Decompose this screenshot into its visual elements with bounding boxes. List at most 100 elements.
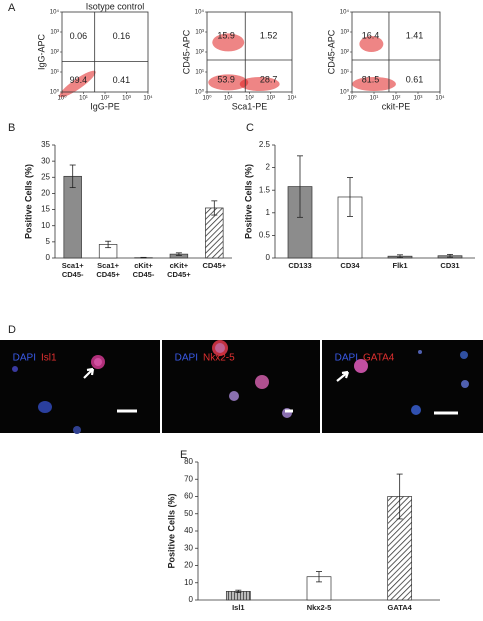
x-tick-label: 10¹ xyxy=(370,96,379,102)
y-tick-label: 10⁰ xyxy=(195,89,205,96)
y-tick-label: 0 xyxy=(266,253,271,262)
y-tick-label: 0.5 xyxy=(259,231,271,240)
y-tick-label: 10² xyxy=(195,50,204,56)
panel-letter: C xyxy=(246,122,254,134)
quadrant-percent: 53.9 xyxy=(217,74,235,84)
cell xyxy=(73,426,81,434)
x-tick-label: 10⁴ xyxy=(143,95,153,102)
y-tick-label: 15 xyxy=(41,205,50,214)
x-tick-label: CD34 xyxy=(340,261,360,270)
y-tick-label: 25 xyxy=(41,172,50,181)
y-tick-label: 60 xyxy=(184,492,193,501)
y-tick-label: 35 xyxy=(41,140,50,149)
x-tick-label: 10⁰ xyxy=(202,95,212,102)
x-tick-label: 10⁴ xyxy=(287,95,297,102)
quadrant-percent: 1.52 xyxy=(260,30,278,40)
cell xyxy=(94,358,102,366)
x-axis-label: ckit-PE xyxy=(382,101,411,111)
panel-letter: B xyxy=(8,122,15,134)
y-tick-label: 10⁰ xyxy=(50,89,60,96)
panel-letter: A xyxy=(8,2,16,14)
y-tick-label: 30 xyxy=(41,156,50,165)
y-tick-label: 20 xyxy=(41,189,50,198)
x-tick-label: 10⁰ xyxy=(57,95,67,102)
x-tick-label: Sca1+CD45+ xyxy=(96,261,120,279)
x-tick-label: cKit+CD45- xyxy=(133,261,155,279)
y-axis-label: Positive Cells (%) xyxy=(23,164,33,239)
marker-label: GATA4 xyxy=(363,353,395,364)
x-tick-label: 10⁴ xyxy=(435,95,445,102)
y-tick-label: 10³ xyxy=(340,30,349,36)
y-axis-label: IgG-APC xyxy=(36,33,46,70)
y-tick-label: 10³ xyxy=(195,30,204,36)
x-tick-label: Sca1+CD45- xyxy=(62,261,85,279)
panel-letter: D xyxy=(8,324,16,336)
y-tick-label: 10¹ xyxy=(340,70,349,76)
quadrant-percent: 0.41 xyxy=(113,75,131,85)
y-tick-label: 10 xyxy=(41,221,50,230)
cell xyxy=(255,375,269,389)
x-tick-label: 10³ xyxy=(122,96,131,102)
x-tick-label: 10¹ xyxy=(224,96,233,102)
x-tick-label: 10¹ xyxy=(79,96,88,102)
x-tick-label: 10³ xyxy=(414,96,423,102)
y-tick-label: 10² xyxy=(50,50,59,56)
y-tick-label: 0 xyxy=(46,253,51,262)
y-tick-label: 2 xyxy=(266,163,271,172)
y-tick-label: 10² xyxy=(340,50,349,56)
x-tick-label: 10² xyxy=(245,96,254,102)
x-tick-label: 10⁰ xyxy=(347,95,357,102)
y-tick-label: 10 xyxy=(184,578,193,587)
y-tick-label: 40 xyxy=(184,526,193,535)
y-tick-label: 1 xyxy=(266,208,271,217)
y-tick-label: 10¹ xyxy=(50,70,59,76)
x-tick-label: Isl1 xyxy=(232,603,245,612)
cell xyxy=(418,350,422,354)
y-tick-label: 80 xyxy=(184,457,193,466)
cell xyxy=(38,401,52,413)
x-tick-label: 10³ xyxy=(266,96,275,102)
y-tick-label: 10¹ xyxy=(195,70,204,76)
y-axis-label: Positive Cells (%) xyxy=(166,493,176,568)
x-tick-label: Nkx2-5 xyxy=(307,603,332,612)
cell xyxy=(461,380,469,388)
quadrant-percent: 28.7 xyxy=(260,74,278,84)
marker-label: Isl1 xyxy=(41,353,57,364)
quadrant-percent: 81.5 xyxy=(362,74,380,84)
quadrant-percent: 16.4 xyxy=(362,30,380,40)
cell xyxy=(411,405,421,415)
y-tick-label: 70 xyxy=(184,474,193,483)
quadrant-percent: 99.4 xyxy=(70,75,88,85)
x-tick-label: 10² xyxy=(392,96,401,102)
y-tick-label: 20 xyxy=(184,561,193,570)
y-tick-label: 10⁴ xyxy=(340,9,350,16)
y-axis-label: CD45-APC xyxy=(181,29,191,74)
x-axis-label: Sca1-PE xyxy=(232,101,268,111)
y-tick-label: 30 xyxy=(184,543,193,552)
cell xyxy=(229,391,239,401)
stain-label: DAPI xyxy=(13,353,36,364)
y-tick-label: 0 xyxy=(189,595,194,604)
quadrant-percent: 0.06 xyxy=(70,31,88,41)
cell xyxy=(460,351,468,359)
stain-label: DAPI xyxy=(175,353,198,364)
y-tick-label: 2.5 xyxy=(259,140,271,149)
cell xyxy=(12,366,18,372)
y-axis-label: CD45-APC xyxy=(326,29,336,74)
bar xyxy=(205,208,223,258)
y-tick-label: 5 xyxy=(46,237,51,246)
stain-label: DAPI xyxy=(335,353,358,364)
quadrant-percent: 0.61 xyxy=(406,74,424,84)
y-tick-label: 10⁴ xyxy=(195,9,205,16)
y-axis-label: Positive Cells (%) xyxy=(243,164,253,239)
y-tick-label: 10⁰ xyxy=(340,89,350,96)
plot-title: Isotype control xyxy=(86,1,145,11)
error-bar xyxy=(141,257,147,258)
x-tick-label: GATA4 xyxy=(388,603,413,612)
y-tick-label: 50 xyxy=(184,509,193,518)
quadrant-percent: 0.16 xyxy=(113,31,131,41)
x-tick-label: CD31 xyxy=(440,261,459,270)
micrographs xyxy=(0,340,483,434)
x-tick-label: CD45+ xyxy=(203,261,227,270)
